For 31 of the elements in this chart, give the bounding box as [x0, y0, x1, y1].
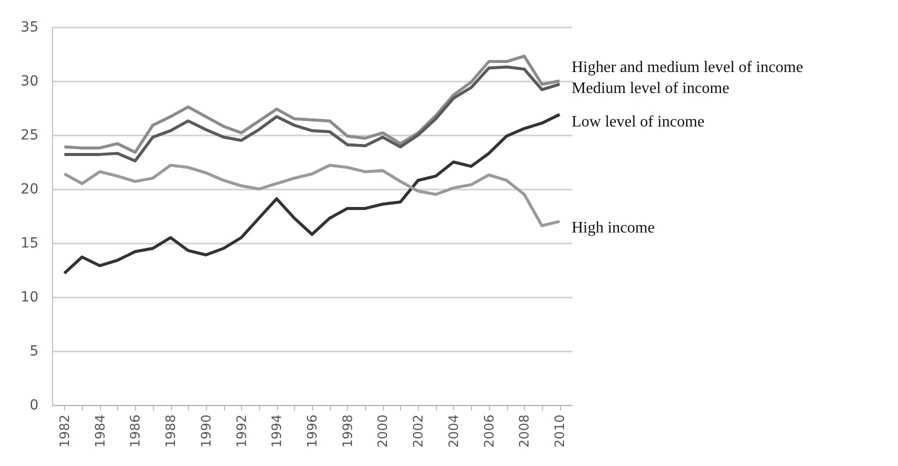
x-tick-label: 1986 [128, 414, 144, 448]
x-tick-label: 2000 [376, 414, 392, 448]
y-tick-label: 15 [20, 236, 38, 252]
x-tick-label: 2006 [482, 414, 498, 448]
x-tick-label: 1992 [234, 414, 250, 448]
y-tick-label: 30 [20, 74, 38, 90]
x-tick-label: 2008 [518, 414, 533, 448]
line-series [62, 112, 562, 275]
y-tick-label: 20 [20, 182, 38, 198]
x-tick-label: 2010 [553, 414, 568, 448]
x-tick-label: 2004 [446, 414, 462, 448]
line-series [62, 65, 562, 162]
series-label: Medium level of income [572, 80, 730, 98]
series-label: Low level of income [572, 113, 704, 130]
x-tick-label: 1982 [58, 414, 73, 448]
y-tick-label: 35 [20, 20, 38, 36]
x-tick-label: 1988 [164, 414, 180, 448]
y-tick-label: 0 [30, 398, 38, 414]
y-tick-label: 10 [20, 290, 38, 306]
series-label: High income [572, 219, 655, 236]
x-tick-label: 1996 [306, 414, 320, 448]
series-label: Higher and medium level of income [572, 59, 804, 76]
line-series [62, 164, 562, 228]
x-tick-label: 2002 [412, 414, 427, 448]
x-tick-label: 1994 [270, 414, 286, 448]
y-tick-label: 5 [30, 344, 38, 360]
y-tick-label: 25 [20, 128, 38, 144]
x-tick-label: 1984 [93, 414, 108, 448]
x-tick-label: 1990 [199, 414, 214, 448]
x-tick-label: 1998 [340, 414, 356, 448]
line-series [62, 54, 562, 154]
